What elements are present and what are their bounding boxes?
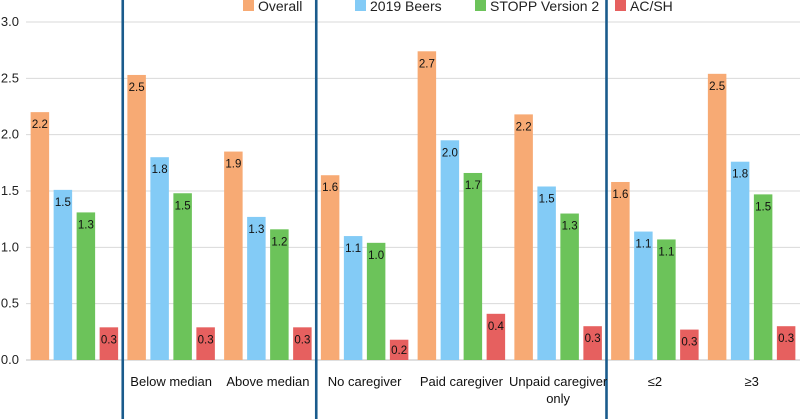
- data-label: 1.7: [465, 180, 481, 192]
- bar-2019-beers-7: [730, 161, 750, 360]
- bar-ac-sh-2: [293, 327, 312, 360]
- bar-ac-sh-6: [680, 329, 699, 360]
- bar-stopp-version-2-2: [270, 229, 289, 360]
- y-tick-label: 1.5: [1, 183, 19, 198]
- y-tick-label: 2.5: [1, 70, 19, 85]
- bar-ac-sh-3: [389, 339, 409, 360]
- category-label: ≥3: [744, 374, 758, 389]
- data-label: 0.3: [778, 333, 794, 345]
- data-label: 1.8: [732, 169, 748, 181]
- bar-2019-beers-4: [440, 140, 460, 360]
- category-label: ≤2: [648, 374, 662, 389]
- data-label: 1.5: [539, 193, 555, 205]
- bar-2019-beers-5: [537, 186, 556, 360]
- bar-ac-sh-7: [776, 326, 796, 360]
- legend-swatch: [355, 0, 366, 11]
- bar-stopp-version-2-7: [753, 194, 773, 360]
- data-label: 1.2: [271, 236, 287, 248]
- data-label: 1.3: [248, 224, 264, 236]
- legend-swatch: [615, 0, 626, 11]
- category-label: Paid caregiver: [420, 374, 504, 389]
- category-label: only: [546, 391, 570, 406]
- bar-overall-5: [514, 114, 533, 361]
- legend-swatch: [475, 0, 486, 11]
- legend-swatch: [243, 0, 254, 11]
- data-label: 0.3: [198, 334, 214, 346]
- data-label: 1.6: [322, 182, 338, 194]
- bar-2019-beers-3: [343, 236, 363, 360]
- bar-stopp-version-2-3: [366, 242, 386, 360]
- data-label: 2.7: [419, 58, 435, 70]
- bar-ac-sh-4: [486, 313, 506, 360]
- group-separators: [121, 0, 608, 419]
- bar-2019-beers-1: [150, 157, 169, 360]
- bar-ac-sh-1: [196, 327, 215, 360]
- y-axis-ticks: 0.0 0.5 1.0 1.5 2.0 2.5 3.0: [1, 14, 19, 367]
- data-label: 2.2: [516, 121, 532, 133]
- data-label: 1.1: [658, 246, 674, 258]
- data-label: 1.3: [562, 221, 578, 233]
- bar-overall-4: [417, 51, 437, 360]
- y-tick-label: 2.0: [1, 127, 19, 142]
- category-label: Below median: [130, 374, 212, 389]
- data-label: 0.4: [488, 321, 505, 333]
- bar-overall-7: [707, 73, 727, 361]
- data-label: 1.5: [175, 200, 191, 212]
- bar-overall-0: [30, 112, 50, 360]
- legend: Overall 2019 Beers STOPP Version 2 AC/SH: [243, 0, 673, 14]
- bar-2019-beers-6: [634, 231, 653, 360]
- bar-stopp-version-2-0: [76, 212, 96, 360]
- bar-stopp-version-2-4: [463, 172, 483, 360]
- data-label: 1.5: [55, 197, 71, 209]
- y-tick-label: 3.0: [1, 14, 19, 29]
- bar-stopp-version-2-6: [657, 239, 676, 360]
- data-label: 2.0: [442, 147, 458, 159]
- data-label: 0.3: [101, 334, 117, 346]
- bar-overall-2: [224, 151, 243, 360]
- legend-label: STOPP Version 2: [490, 0, 599, 14]
- data-labels: 2.2 2.5 1.9 1.6 2.7 2.2 1.6 2.5 1.5 1.8 1.3 1.1 2.0 1…: [32, 58, 794, 357]
- data-label: 1.9: [225, 159, 241, 171]
- category-label: Unpaid caregiver: [509, 374, 608, 389]
- bar-overall-3: [320, 175, 340, 360]
- legend-label: AC/SH: [630, 0, 673, 14]
- category-label: Above median: [226, 374, 309, 389]
- legend-label: 2019 Beers: [370, 0, 442, 14]
- bars: [30, 51, 796, 361]
- bar-ac-sh-5: [583, 326, 602, 360]
- y-tick-label: 0.0: [1, 352, 19, 367]
- y-tick-label: 0.5: [1, 296, 19, 311]
- legend-label: Overall: [258, 0, 302, 14]
- bar-stopp-version-2-1: [173, 193, 192, 360]
- bar-2019-beers-2: [247, 216, 266, 360]
- data-label: 1.8: [152, 164, 168, 176]
- data-label: 0.3: [294, 334, 310, 346]
- data-label: 2.5: [709, 81, 725, 93]
- data-label: 0.3: [681, 337, 697, 349]
- data-label: 2.2: [32, 119, 48, 131]
- y-tick-label: 1.0: [1, 239, 19, 254]
- data-label: 1.0: [368, 250, 384, 262]
- data-label: 0.2: [391, 345, 407, 357]
- data-label: 1.1: [345, 243, 361, 255]
- data-label: 1.3: [78, 219, 94, 231]
- data-label: 1.5: [755, 201, 771, 213]
- data-label: 1.1: [635, 239, 651, 251]
- category-labels: Below median Above median No caregiver Paid…: [130, 374, 759, 406]
- bar-stopp-version-2-5: [560, 213, 579, 360]
- bar-overall-1: [127, 74, 146, 360]
- category-label: No caregiver: [328, 374, 402, 389]
- data-label: 2.5: [129, 82, 145, 94]
- bar-ac-sh-0: [99, 327, 119, 360]
- data-label: 1.6: [612, 189, 628, 201]
- bar-2019-beers-0: [53, 189, 73, 360]
- data-label: 0.3: [585, 333, 601, 345]
- bar-overall-6: [611, 181, 630, 360]
